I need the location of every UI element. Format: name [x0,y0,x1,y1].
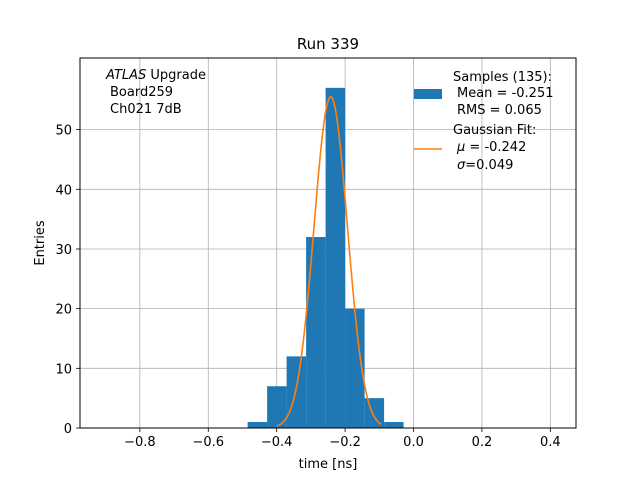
annotation-atlas: ATLAS [105,68,146,83]
x-tick-label: 0.0 [403,435,424,450]
legend-mu-symbol: μ [456,140,465,155]
y-tick-label: 0 [64,422,72,437]
y-tick-label: 20 [55,303,72,318]
legend-mu-value: = -0.242 [465,140,526,155]
histogram-bar [384,422,404,428]
y-axis-title: Entries [33,220,48,266]
gaussian-fit-curve [276,95,382,427]
x-tick-label: 0.4 [540,435,561,450]
y-tick-label: 50 [55,124,72,139]
fit-layer [276,95,382,427]
histogram-bar [306,237,326,428]
legend-samples-line-2: Mean = -0.251 [457,86,553,101]
chart-title: Run 339 [297,35,359,53]
annotation-line-3: Ch021 7dB [110,102,182,117]
atlas-annotation: ATLAS Upgrade Board259 Ch021 7dB [105,68,206,117]
legend-samples-line-1: Samples (135): [453,70,552,85]
histogram-bar [286,356,307,428]
y-tick-label: 30 [55,243,72,258]
annotation-line-1: ATLAS Upgrade [105,68,206,83]
plot-frame [79,57,577,429]
x-tick-label: −0.4 [261,435,293,450]
x-tick-label: 0.2 [472,435,493,450]
bars-layer [247,87,404,428]
y-tick-label: 10 [55,362,72,377]
legend-sigma-value: =0.049 [465,158,513,173]
x-tick-label: −0.6 [192,435,224,450]
histogram-bar [247,422,268,428]
legend-fit-mu: μ = -0.242 [456,140,526,155]
legend-samples-line-3: RMS = 0.065 [457,103,542,118]
histogram-bar [267,386,287,428]
x-tick-label: −0.2 [329,435,361,450]
x-tick-label: −0.8 [124,435,156,450]
legend-fit-line-1: Gaussian Fit: [453,123,536,138]
x-axis-title: time [ns] [299,457,358,472]
legend-fit-sigma: σ=0.049 [457,158,513,173]
annotation-line-2: Board259 [110,85,173,100]
y-tick-label: 40 [55,183,72,198]
legend-sigma-symbol: σ [457,158,466,173]
histogram-bar [325,87,346,428]
legend: Samples (135): Mean = -0.251 RMS = 0.065… [414,70,553,173]
legend-samples-swatch [414,89,442,99]
histogram-bar [345,308,365,428]
ticks-layer: −0.8 −0.6 −0.4 −0.2 0.0 0.2 0.4 0 10 20 30 40 50 [55,124,560,450]
annotation-upgrade: Upgrade [146,68,206,83]
